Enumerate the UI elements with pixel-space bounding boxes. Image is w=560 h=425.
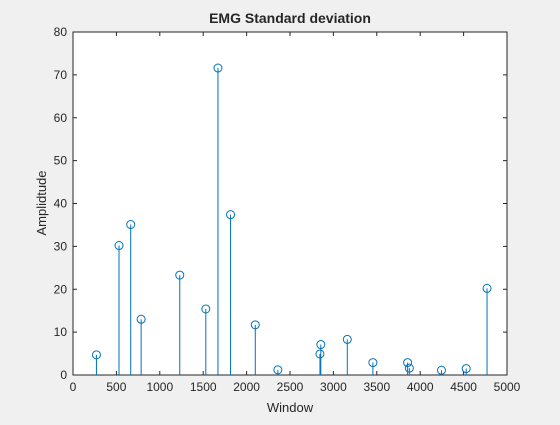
stem-marker (114, 241, 124, 251)
stem-marker (136, 314, 146, 324)
y-tick-label: 60 (54, 111, 68, 125)
x-tick-label: 0 (70, 380, 77, 394)
x-tick-label: 2500 (277, 380, 304, 394)
y-tick-label: 30 (54, 239, 68, 253)
x-tick-label: 5000 (494, 380, 521, 394)
stem-marker (175, 270, 185, 280)
stem-marker (404, 363, 414, 373)
stem-marker (201, 304, 211, 314)
stem-marker (368, 358, 378, 368)
stem-marker (342, 334, 352, 344)
x-tick-label: 4000 (407, 380, 434, 394)
x-tick-label: 3000 (320, 380, 347, 394)
y-tick-label: 20 (54, 282, 68, 296)
stem-marker (403, 358, 413, 368)
x-tick-label: 500 (106, 380, 126, 394)
y-axis-label: Amplidtude (34, 170, 49, 235)
y-tick-label: 50 (54, 154, 68, 168)
stems-layer (91, 63, 492, 375)
stem-marker (482, 283, 492, 293)
plot-area (72, 31, 508, 376)
y-tick-label: 0 (60, 368, 67, 382)
stem-marker (91, 350, 101, 360)
y-tick-label: 70 (54, 68, 68, 82)
stem-marker (273, 365, 283, 375)
stem-marker (316, 340, 326, 350)
x-tick-label: 1500 (190, 380, 217, 394)
stem-marker (213, 63, 223, 73)
y-tick-label: 10 (54, 325, 68, 339)
x-axis-label: Window (267, 400, 314, 415)
y-tick-label: 80 (54, 25, 68, 39)
x-tick-label: 4500 (450, 380, 477, 394)
chart-title: EMG Standard deviation (209, 10, 371, 26)
stem-marker (436, 365, 446, 375)
x-tick-label: 2000 (233, 380, 260, 394)
stem-marker (226, 210, 236, 220)
x-tick-label: 1000 (146, 380, 173, 394)
ticks-layer: 0 500 1000 1500 2000 2500 3000 3500 4000 4500 5000… (54, 25, 521, 394)
stem-marker (461, 364, 471, 374)
stem-marker (315, 349, 325, 359)
stem-marker (126, 220, 136, 230)
stem-marker (250, 320, 260, 330)
y-tick-label: 40 (54, 197, 68, 211)
x-tick-label: 3500 (363, 380, 390, 394)
